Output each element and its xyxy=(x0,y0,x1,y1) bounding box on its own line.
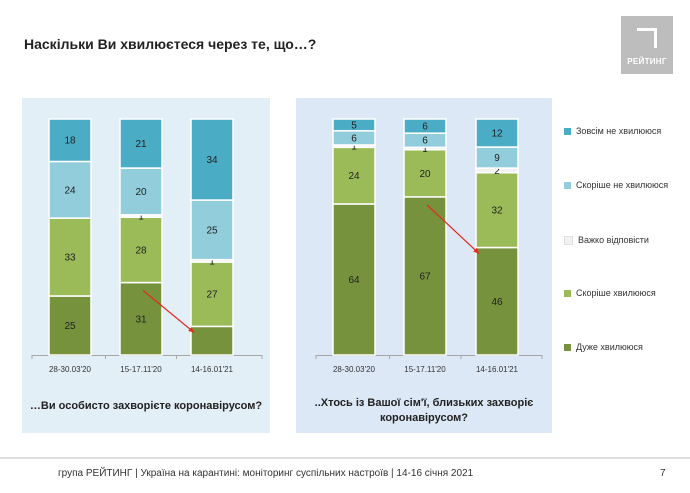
data-label: 67 xyxy=(419,271,431,282)
footer-text: група РЕЙТИНГ | Україна на карантині: мо… xyxy=(58,468,474,479)
legend-swatch xyxy=(564,181,571,189)
data-label: 21 xyxy=(135,139,147,150)
legend-item: Дуже хвилююся xyxy=(564,342,643,352)
data-label: 20 xyxy=(419,169,431,180)
data-label: 1 xyxy=(351,142,357,153)
data-label: 25 xyxy=(206,225,218,236)
data-label: 6 xyxy=(422,122,428,133)
data-label: 18 xyxy=(64,136,76,147)
data-label: 1 xyxy=(138,211,144,222)
bar-segment xyxy=(332,146,376,205)
bar-segment xyxy=(332,203,376,356)
bar-segment xyxy=(119,167,163,216)
rating-logo: РЕЙТИНГ xyxy=(621,16,673,74)
bar-segment xyxy=(190,325,234,356)
legend-swatch xyxy=(564,343,571,351)
data-label: 2 xyxy=(494,166,500,177)
bar-segment xyxy=(119,118,163,169)
caption-right: ..Хтось із Вашої сім'ї, близьких захворі… xyxy=(314,397,534,424)
trend-arrow-line xyxy=(426,204,480,254)
bar-segment xyxy=(403,118,447,134)
logo-text: РЕЙТИНГ xyxy=(627,57,667,66)
bar-segment xyxy=(475,171,519,249)
bar-segment xyxy=(403,196,447,356)
footer-rule xyxy=(0,457,690,459)
bar-segment xyxy=(48,160,92,219)
trend-arrow-line xyxy=(142,290,195,333)
legend-label: Зовсім не хвилююся xyxy=(576,126,662,136)
logo-mark-icon xyxy=(637,28,657,48)
data-label: 6 xyxy=(422,136,428,147)
legend-swatch xyxy=(564,127,571,135)
data-label: 24 xyxy=(64,185,76,196)
bar-segment xyxy=(48,295,92,356)
data-label: 34 xyxy=(206,155,218,166)
data-label: 64 xyxy=(348,275,360,286)
bar-segment xyxy=(119,281,163,356)
legend-item: Скоріше хвилююся xyxy=(564,288,656,298)
category-label: 28-30.03'20 xyxy=(49,365,92,374)
category-label: 14-16.01'21 xyxy=(476,365,519,374)
trend-arrow-head xyxy=(188,326,194,333)
legend-swatch xyxy=(564,235,573,245)
data-label: 5 xyxy=(351,120,357,131)
category-label: 15-17.11'20 xyxy=(120,365,162,374)
legend-item: Важко відповісти xyxy=(564,235,649,245)
trend-arrow-head xyxy=(473,247,479,254)
legend-label: Скоріше не хвилююся xyxy=(576,180,669,190)
data-label: 9 xyxy=(494,153,500,164)
data-label: 32 xyxy=(491,206,503,217)
data-label: 33 xyxy=(64,253,76,264)
data-label: 25 xyxy=(64,321,76,332)
data-label: 1 xyxy=(422,144,428,155)
data-label: 24 xyxy=(348,171,360,182)
category-label: 28-30.03'20 xyxy=(333,365,376,374)
data-label: 1 xyxy=(209,256,215,267)
bar-segment xyxy=(403,148,447,198)
category-label: 14-16.01'21 xyxy=(191,365,234,374)
legend-label: Важко відповісти xyxy=(578,235,649,245)
bar-segment xyxy=(48,217,92,297)
bar-segment xyxy=(332,118,376,132)
bar-segment xyxy=(190,118,234,201)
legend-swatch xyxy=(564,289,571,297)
legend-label: Скоріше хвилююся xyxy=(576,288,656,298)
bar-segment xyxy=(119,216,163,284)
bar-segment xyxy=(48,118,92,163)
data-label: 46 xyxy=(491,297,503,308)
slide-title: Наскільки Ви хвилюєтеся через те, що…? xyxy=(24,36,317,52)
data-label: 28 xyxy=(135,245,147,256)
page-number: 7 xyxy=(660,468,666,479)
bar-segment xyxy=(475,118,519,148)
data-label: 6 xyxy=(351,133,357,144)
caption-left: …Ви особисто захворієте коронавірусом? xyxy=(29,400,263,412)
legend-label: Дуже хвилююся xyxy=(576,342,643,352)
bar-segment xyxy=(190,199,234,261)
legend-item: Зовсім не хвилююся xyxy=(564,126,661,136)
data-label: 31 xyxy=(135,314,147,325)
data-label: 20 xyxy=(135,187,147,198)
data-label: 12 xyxy=(491,129,503,140)
category-label: 15-17.11'20 xyxy=(404,365,446,374)
legend-item: Скоріше не хвилююся xyxy=(564,180,668,190)
data-label: 27 xyxy=(206,290,218,301)
